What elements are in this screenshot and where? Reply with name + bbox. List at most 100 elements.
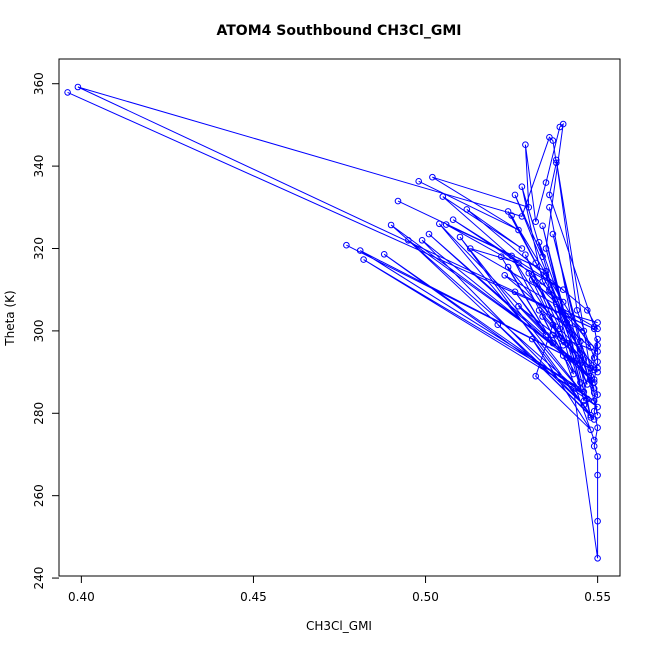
data-point: [594, 364, 601, 372]
data-point: [535, 239, 543, 246]
data-point: [594, 319, 601, 326]
data-point: [580, 401, 588, 409]
chart-title: ATOM4 Southbound CH3Cl_GMI: [217, 23, 462, 39]
plot-frame: [58, 58, 621, 577]
y-tick-label: 340: [32, 155, 46, 178]
data-point: [580, 397, 588, 405]
data-point: [594, 335, 601, 343]
data-point: [439, 193, 447, 200]
data-point: [594, 358, 601, 366]
data-point: [594, 368, 601, 376]
data-point: [594, 517, 601, 525]
data-point: [394, 197, 402, 205]
y-tick-label: 240: [32, 567, 46, 590]
data-point: [546, 191, 553, 199]
data-point: [559, 352, 567, 359]
data-point: [415, 178, 423, 185]
data-point: [559, 342, 567, 349]
data-point: [494, 321, 502, 329]
x-axis: 0.40 0.45 0.50 0.55: [68, 576, 611, 604]
series-line: [418, 122, 598, 324]
data-point: [532, 372, 540, 380]
data-point: [559, 120, 567, 128]
data-point: [501, 272, 509, 279]
data-point: [532, 218, 540, 225]
series-line: [538, 159, 599, 418]
data-point: [556, 325, 564, 333]
data-point: [590, 366, 598, 374]
data-point: [549, 331, 557, 339]
data-point: [590, 442, 598, 450]
data-point: [546, 134, 553, 141]
data-point: [542, 179, 550, 186]
data-point: [64, 89, 71, 96]
series-line: [397, 186, 599, 348]
data-point: [436, 220, 443, 228]
data-point: [594, 555, 601, 562]
data-point: [463, 206, 471, 213]
data-point: [522, 141, 529, 148]
data-point: [525, 269, 533, 277]
data-point: [74, 83, 82, 91]
data-point: [580, 356, 588, 364]
data-point: [504, 263, 512, 271]
data-point: [360, 256, 367, 263]
data-point: [343, 241, 350, 249]
x-axis-label: CH3Cl_GMI: [306, 619, 372, 633]
data-point: [587, 414, 595, 421]
data-point: [594, 391, 601, 399]
data-point: [405, 237, 412, 244]
data-point: [542, 331, 550, 339]
data-point: [508, 252, 515, 260]
data-point: [590, 397, 598, 405]
data-point: [498, 253, 505, 261]
data-point: [590, 354, 598, 362]
y-tick-label: 280: [32, 402, 46, 425]
data-point: [539, 313, 546, 320]
y-tick-label: 320: [32, 237, 46, 260]
x-tick-label: 0.50: [412, 590, 439, 604]
data-point: [528, 276, 536, 283]
series-line: [346, 223, 598, 441]
y-tick-label: 360: [32, 72, 46, 95]
y-tick-label: 300: [32, 319, 46, 342]
data-point: [387, 221, 395, 229]
data-point: [518, 183, 526, 190]
data-point: [456, 233, 464, 241]
data-point: [508, 212, 515, 219]
y-axis: 240 260 280 300 320 340 360: [32, 72, 59, 590]
data-point: [425, 230, 433, 238]
data-point: [504, 208, 512, 215]
data-point: [549, 230, 557, 238]
data-point: [549, 339, 557, 347]
data-point: [553, 323, 560, 331]
data-point: [594, 412, 601, 419]
x-tick-label: 0.45: [240, 590, 267, 604]
data-point: [553, 300, 560, 308]
data-point: [590, 389, 598, 397]
data-point: [553, 156, 560, 164]
data-point: [590, 436, 598, 444]
data-point: [449, 216, 457, 223]
x-tick-label: 0.55: [584, 590, 611, 604]
data-point: [429, 173, 436, 181]
data-point: [515, 226, 522, 234]
data-point: [528, 335, 536, 343]
data-point: [442, 221, 450, 228]
data-point: [356, 247, 364, 254]
data-point: [546, 204, 553, 211]
data-point: [532, 259, 540, 267]
data-point: [511, 288, 519, 296]
data-point: [584, 307, 591, 314]
data-point: [587, 426, 595, 434]
data-point: [587, 412, 595, 419]
data-point: [539, 278, 546, 285]
data-point: [594, 403, 601, 411]
data-point: [539, 222, 546, 230]
data-point: [563, 354, 571, 362]
data-point: [590, 416, 598, 423]
data-point: [594, 471, 601, 479]
data-point: [515, 302, 522, 310]
